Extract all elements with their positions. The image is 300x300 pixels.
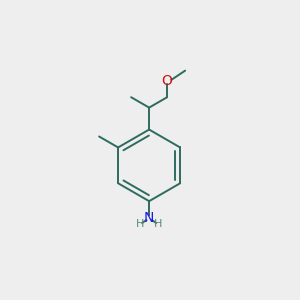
Text: H: H	[154, 219, 162, 229]
Text: O: O	[162, 74, 172, 88]
Text: N: N	[144, 211, 154, 225]
Text: H: H	[136, 219, 145, 229]
